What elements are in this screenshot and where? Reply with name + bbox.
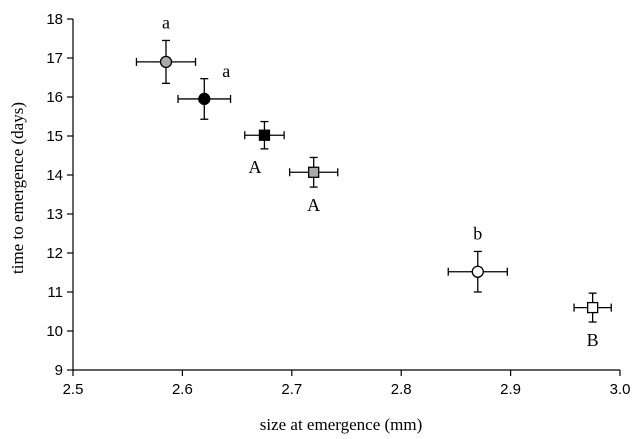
x-tick-label: 2.8 <box>391 381 412 398</box>
data-point-group <box>177 78 232 120</box>
point-annotation-label: a <box>162 12 170 32</box>
y-tick-label: 9 <box>55 362 63 379</box>
point-annotation-label: A <box>248 157 261 177</box>
x-tick-label: 2.5 <box>63 381 84 398</box>
data-points <box>135 39 612 323</box>
x-tick-label: 2.9 <box>500 381 521 398</box>
x-tick-label: 3.0 <box>610 381 631 398</box>
data-point-group <box>447 250 508 293</box>
y-tick-label: 13 <box>46 206 63 223</box>
y-tick-label: 15 <box>46 128 63 145</box>
data-point-square <box>587 301 599 314</box>
y-tick-label: 10 <box>46 323 63 340</box>
y-tick-label: 12 <box>46 245 63 262</box>
y-tick-label: 11 <box>47 284 63 301</box>
data-point-group <box>573 292 612 323</box>
x-tick-label: 2.6 <box>172 381 193 398</box>
data-point-circle <box>471 265 484 278</box>
point-annotations: a a A Ab B <box>162 12 599 350</box>
point-annotation-label: b <box>473 223 482 243</box>
data-point-circle <box>198 92 211 106</box>
data-point-group <box>288 156 339 188</box>
x-axis-ticks: 2.5 2.6 2.7 2.8 2.9 3.0 <box>63 370 631 398</box>
y-tick-label: 16 <box>46 89 63 106</box>
x-axis-title: size at emergence (mm) <box>260 415 423 434</box>
data-point-circle <box>159 55 173 69</box>
y-axis-title: time to emergence (days) <box>8 102 27 274</box>
point-annotation-label: A <box>307 195 320 215</box>
x-tick-label: 2.7 <box>281 381 302 398</box>
point-annotation-label: a <box>222 61 230 81</box>
data-point-group <box>135 39 197 84</box>
point-annotation-label: B <box>587 330 599 350</box>
y-tick-label: 17 <box>46 50 63 67</box>
y-tick-label: 18 <box>46 11 63 28</box>
data-point-square <box>258 129 271 141</box>
y-axis-ticks: 9 10 11 12 13 14 15 16 17 18 <box>46 11 73 379</box>
data-point-square <box>308 166 320 178</box>
y-tick-label: 14 <box>46 167 63 184</box>
data-point-group <box>244 120 285 150</box>
